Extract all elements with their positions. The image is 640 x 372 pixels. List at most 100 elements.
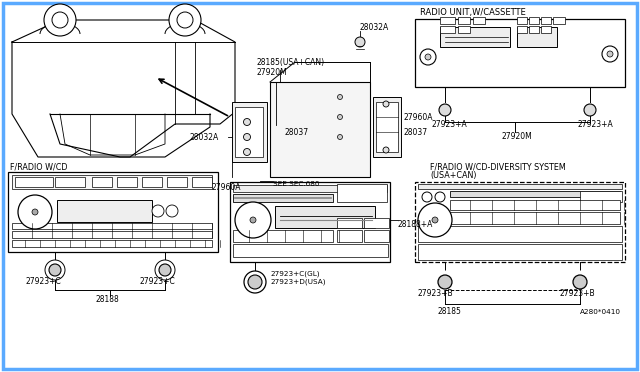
Bar [55, 177, 85, 187]
Circle shape [250, 217, 256, 223]
Bar [458, 17, 470, 24]
Circle shape [169, 4, 201, 36]
Circle shape [243, 134, 250, 141]
Bar [440, 26, 455, 33]
Bar [418, 184, 622, 189]
Bar [233, 194, 333, 202]
Text: 27923+D(USA): 27923+D(USA) [270, 279, 326, 285]
Text: 28037: 28037 [285, 128, 309, 137]
Bar [580, 191, 622, 202]
Bar [92, 177, 112, 187]
Bar [142, 177, 162, 187]
Bar [450, 212, 620, 224]
Circle shape [337, 115, 342, 119]
Text: 27923+A: 27923+A [432, 119, 468, 128]
Bar [233, 244, 388, 257]
Text: 28037: 28037 [404, 128, 428, 137]
Bar [440, 27, 510, 47]
Bar [233, 230, 333, 242]
Text: 28188: 28188 [95, 295, 119, 304]
Circle shape [439, 104, 451, 116]
Text: 28185(USA+CAN): 28185(USA+CAN) [257, 58, 325, 67]
Circle shape [607, 51, 613, 57]
Circle shape [337, 94, 342, 99]
Bar [418, 226, 622, 242]
Circle shape [248, 275, 262, 289]
Text: F/RADIO W/CD-DIVERSITY SYSTEM: F/RADIO W/CD-DIVERSITY SYSTEM [430, 163, 566, 171]
Bar [373, 97, 401, 157]
Circle shape [438, 275, 452, 289]
Text: 27923+B: 27923+B [560, 289, 596, 298]
Bar [12, 240, 212, 247]
Text: 27960A: 27960A [212, 183, 241, 192]
Circle shape [422, 192, 432, 202]
Text: 28185: 28185 [438, 308, 462, 317]
Circle shape [159, 264, 171, 276]
Circle shape [355, 37, 365, 47]
Circle shape [243, 148, 250, 155]
Bar [15, 177, 53, 187]
Bar [529, 26, 539, 33]
Circle shape [44, 4, 76, 36]
Text: 27923+B: 27923+B [418, 289, 454, 298]
Bar [418, 244, 622, 260]
Circle shape [434, 271, 456, 293]
Circle shape [418, 203, 452, 237]
Circle shape [177, 12, 193, 28]
Bar [529, 17, 539, 24]
Bar [541, 26, 551, 33]
Bar [553, 17, 565, 24]
Text: RADIO UNIT,W/CASSETTE: RADIO UNIT,W/CASSETTE [420, 7, 525, 16]
Circle shape [438, 275, 452, 289]
Bar [270, 82, 370, 177]
Circle shape [18, 195, 52, 229]
Circle shape [432, 217, 438, 223]
Circle shape [584, 104, 596, 116]
Circle shape [420, 49, 436, 65]
Text: 27960A: 27960A [404, 112, 433, 122]
Circle shape [383, 147, 389, 153]
Text: 27923+A: 27923+A [578, 119, 614, 128]
Bar [167, 177, 187, 187]
Text: F/RADIO W/CD: F/RADIO W/CD [10, 163, 67, 171]
Bar [233, 185, 387, 192]
Bar [517, 27, 557, 47]
Bar [8, 172, 218, 252]
Bar [337, 230, 362, 242]
Text: 27920M: 27920M [502, 131, 532, 141]
Circle shape [383, 101, 389, 107]
Bar [473, 17, 485, 24]
Bar [235, 107, 263, 157]
Circle shape [159, 264, 171, 276]
Circle shape [52, 12, 68, 28]
Circle shape [243, 119, 250, 125]
Bar [440, 17, 455, 24]
Bar [230, 182, 390, 262]
Bar [337, 184, 387, 202]
Bar [57, 200, 152, 222]
Circle shape [602, 46, 618, 62]
Bar [192, 177, 212, 187]
Text: 27920M: 27920M [257, 67, 288, 77]
Bar [458, 26, 470, 33]
Bar [364, 218, 389, 228]
Text: 27923+C: 27923+C [140, 278, 176, 286]
Circle shape [573, 275, 587, 289]
Circle shape [45, 260, 65, 280]
Bar [12, 175, 212, 189]
Text: 28032A: 28032A [190, 132, 220, 141]
Bar [450, 200, 620, 210]
Bar [517, 17, 527, 24]
Bar [12, 231, 212, 238]
Bar [450, 191, 620, 197]
Circle shape [235, 202, 271, 238]
Circle shape [155, 260, 175, 280]
Text: SEE SEC.680: SEE SEC.680 [273, 181, 319, 187]
Text: (USA+CAN): (USA+CAN) [430, 170, 477, 180]
Text: 27923+C(GL): 27923+C(GL) [270, 271, 319, 277]
Text: 28188+A: 28188+A [398, 219, 433, 228]
Circle shape [166, 205, 178, 217]
Circle shape [337, 135, 342, 140]
Bar [117, 177, 137, 187]
Circle shape [573, 275, 587, 289]
